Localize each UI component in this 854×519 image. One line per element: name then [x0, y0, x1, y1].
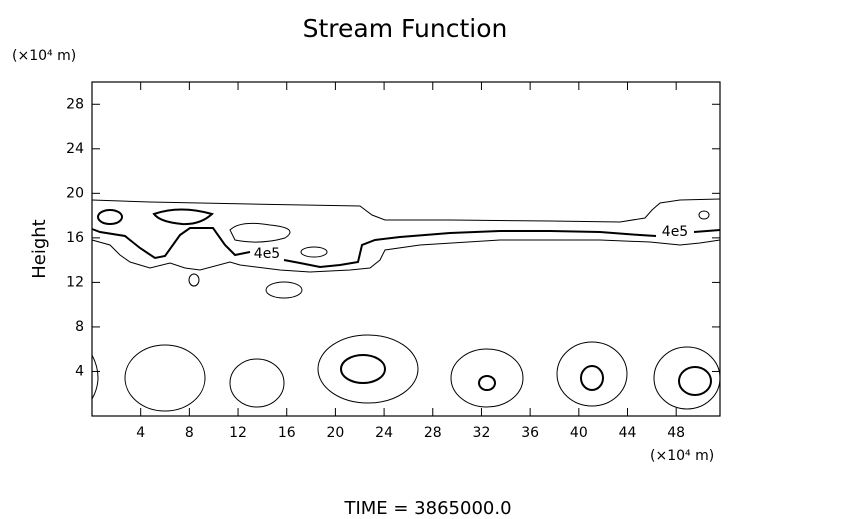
x-tick-label: 20 [326, 425, 344, 441]
y-tick-label: 24 [66, 141, 84, 157]
x-tick-label: 28 [424, 425, 442, 441]
x-tick-label: 4 [136, 425, 145, 441]
x-tick-label: 40 [570, 425, 588, 441]
footer: TIME = 3865000.0 [343, 498, 511, 519]
y-unit: (×10⁴ m) [12, 48, 76, 64]
chart-title: Stream Function [303, 14, 508, 43]
x-tick-label: 12 [229, 425, 247, 441]
y-tick-label: 4 [75, 363, 84, 379]
y-tick-label: 28 [66, 96, 84, 112]
y-tick-label: 20 [66, 185, 84, 201]
contours [91, 198, 721, 412]
x-tick-label: 32 [473, 425, 491, 441]
y-axis-label: Height [29, 219, 50, 279]
contour-label: 4e5 [254, 246, 280, 262]
x-tick-label: 24 [375, 425, 393, 441]
x-tick-label: 8 [185, 425, 194, 441]
x-tick-label: 36 [521, 425, 539, 441]
contour-label: 4e5 [662, 224, 688, 240]
x-unit: (×10⁴ m) [650, 448, 714, 464]
x-tick-label: 48 [667, 425, 685, 441]
y-tick-label: 16 [66, 230, 84, 246]
plot-frame [91, 81, 721, 417]
y-tick-label: 12 [66, 274, 84, 290]
x-tick-label: 16 [278, 425, 296, 441]
x-tick-label: 44 [619, 425, 637, 441]
y-tick-label: 8 [75, 319, 84, 335]
